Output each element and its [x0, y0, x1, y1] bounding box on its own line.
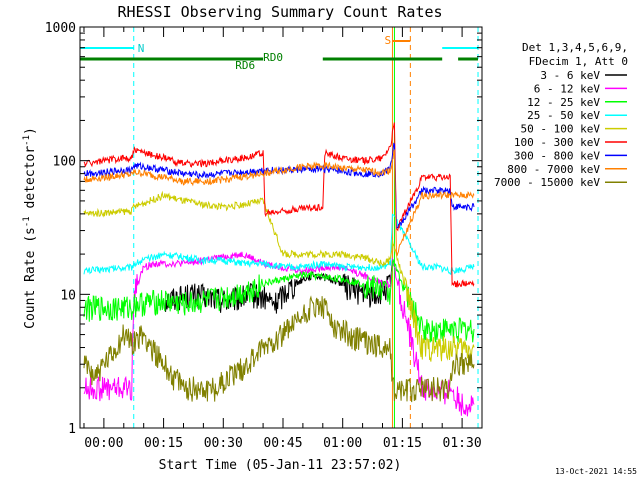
y-tick-label: 100 — [53, 155, 76, 170]
y-axis-label-sup2: -1 — [22, 135, 32, 146]
x-tick-label: 00:15 — [144, 436, 183, 451]
y-tick-label: 1 — [68, 422, 76, 437]
series-line — [83, 142, 475, 230]
legend-entry-label: 6 - 12 keV — [534, 82, 601, 95]
y-axis-label-main: Count Rate (s — [23, 227, 38, 329]
y-axis: 1 10 100 1000 — [45, 21, 482, 437]
legend-header-line-1: Det 1,3,4,5,6,9, — [522, 41, 628, 54]
y-axis-label: Count Rate (s-1 detector-1) — [22, 127, 38, 329]
legend-header-line-2: FDecim 1, Att 0 — [529, 55, 628, 68]
plot-frame — [79, 26, 483, 429]
x-tick-label: 01:00 — [323, 436, 362, 451]
legend-entry-label: 7000 - 15000 keV — [494, 176, 600, 189]
y-axis-label-sup1: -1 — [22, 216, 32, 227]
legend-entry-label: 800 - 7000 keV — [507, 163, 600, 176]
series-line — [83, 213, 475, 276]
series-line — [83, 295, 475, 403]
series-line — [83, 149, 475, 256]
legend-entry-label: 3 - 6 keV — [540, 69, 600, 82]
s-bar-label: S — [384, 34, 391, 47]
rd0-bar-label: RD0 — [263, 51, 283, 64]
n-bar-label: N — [138, 42, 145, 55]
legend: Det 1,3,4,5,6,9, FDecim 1, Att 0 3 - 6 k… — [494, 41, 628, 189]
data-series — [83, 122, 475, 417]
rd6-bar-label: RD6 — [235, 59, 255, 72]
legend-entry-label: 12 - 25 keV — [527, 96, 600, 109]
y-tick-label: 10 — [60, 288, 76, 303]
y-axis-label-mid: detector — [23, 146, 38, 217]
series-line — [83, 190, 475, 362]
x-axis: 00:00 00:15 00:30 00:45 01:00 01:15 01:30 — [83, 27, 483, 451]
x-tick-label: 00:45 — [263, 436, 302, 451]
y-tick-label: 1000 — [45, 21, 76, 36]
legend-entry-label: 25 - 50 keV — [527, 109, 600, 122]
series-line — [163, 260, 393, 314]
x-tick-label: 01:15 — [383, 436, 422, 451]
legend-entry-label: 50 - 100 keV — [521, 123, 601, 136]
x-tick-label: 00:00 — [84, 436, 123, 451]
footer-date: 13-Oct-2021 14:55 — [555, 467, 637, 476]
legend-entry-label: 300 - 800 keV — [514, 149, 600, 162]
x-tick-label: 01:30 — [443, 436, 482, 451]
y-axis-label-end: ) — [23, 127, 38, 135]
series-line — [83, 251, 475, 417]
x-tick-label: 00:30 — [204, 436, 243, 451]
legend-entry-label: 100 - 300 keV — [514, 136, 600, 149]
x-axis-label: Start Time (05-Jan-11 23:57:02) — [159, 458, 402, 473]
chart-title: RHESSI Observing Summary Count Rates — [117, 3, 442, 21]
series-line — [83, 122, 475, 288]
top-status-bars: N S RD0 RD6 — [80, 34, 479, 72]
